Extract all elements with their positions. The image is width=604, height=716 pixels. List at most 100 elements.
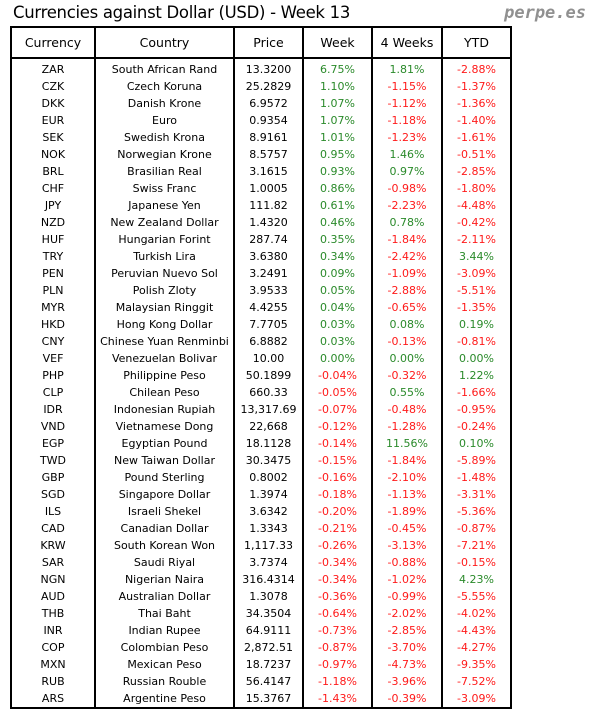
price: 18.1128 (233, 435, 304, 452)
four-week-change: -2.02% (371, 605, 443, 622)
table-row: SAR Saudi Riyal 3.7374 -0.34% -0.88% -0.15% (10, 554, 512, 571)
table-row: THB Thai Baht 34.3504 -0.64% -2.02% -4.02% (10, 605, 512, 622)
price: 22,668 (233, 418, 304, 435)
country-name: Polish Zloty (94, 282, 235, 299)
four-week-change: -3.13% (371, 537, 443, 554)
country-name: Japanese Yen (94, 197, 235, 214)
price: 6.9572 (233, 95, 304, 112)
price: 8.5757 (233, 146, 304, 163)
four-week-change: -0.13% (371, 333, 443, 350)
week-change: -0.34% (302, 571, 373, 588)
four-week-change: -1.89% (371, 503, 443, 520)
table-row: BRL Brasilian Real 3.1615 0.93% 0.97% -2.85% (10, 163, 512, 180)
price: 1.3343 (233, 520, 304, 537)
table-row: KRW South Korean Won 1,117.33 -0.26% -3.13% -… (10, 537, 512, 554)
ytd-change: -1.37% (441, 78, 512, 95)
week-change: 0.03% (302, 333, 373, 350)
currency-code: ZAR (10, 58, 96, 78)
four-week-change: -2.23% (371, 197, 443, 214)
country-name: Philippine Peso (94, 367, 235, 384)
currency-code: DKK (10, 95, 96, 112)
price: 3.6380 (233, 248, 304, 265)
week-change: -0.12% (302, 418, 373, 435)
four-week-change: -2.42% (371, 248, 443, 265)
week-change: -0.05% (302, 384, 373, 401)
country-name: Mexican Peso (94, 656, 235, 673)
four-week-change: 11.56% (371, 435, 443, 452)
ytd-change: 4.23% (441, 571, 512, 588)
week-change: 0.03% (302, 316, 373, 333)
four-week-change: -1.18% (371, 112, 443, 129)
week-change: -0.20% (302, 503, 373, 520)
currency-code: SAR (10, 554, 96, 571)
ytd-change: -4.02% (441, 605, 512, 622)
table-row: INR Indian Rupee 64.9111 -0.73% -2.85% -4.43% (10, 622, 512, 639)
ytd-change: -0.24% (441, 418, 512, 435)
header-row: Currency Country Price Week 4 Weeks YTD (10, 26, 512, 59)
currency-code: PHP (10, 367, 96, 384)
country-name: Chilean Peso (94, 384, 235, 401)
price: 10.00 (233, 350, 304, 367)
ytd-change: -7.52% (441, 673, 512, 690)
country-name: Swiss Franc (94, 180, 235, 197)
table-row: CAD Canadian Dollar 1.3343 -0.21% -0.45% -0.8… (10, 520, 512, 537)
currency-code: COP (10, 639, 96, 656)
week-change: -1.18% (302, 673, 373, 690)
currency-code: PEN (10, 265, 96, 282)
table-row: CLP Chilean Peso 660.33 -0.05% 0.55% -1.66% (10, 384, 512, 401)
country-name: Turkish Lira (94, 248, 235, 265)
table-row: GBP Pound Sterling 0.8002 -0.16% -2.10% -1.48… (10, 469, 512, 486)
week-change: 0.34% (302, 248, 373, 265)
week-change: -1.43% (302, 690, 373, 708)
country-name: Saudi Riyal (94, 554, 235, 571)
price: 34.3504 (233, 605, 304, 622)
table-row: RUB Russian Rouble 56.4147 -1.18% -3.96% -7.5… (10, 673, 512, 690)
price: 1.0005 (233, 180, 304, 197)
four-week-change: 0.00% (371, 350, 443, 367)
ytd-change: -1.35% (441, 299, 512, 316)
table-row: VEF Venezuelan Bolivar 10.00 0.00% 0.00% 0.00… (10, 350, 512, 367)
week-change: 0.00% (302, 350, 373, 367)
four-week-change: -3.70% (371, 639, 443, 656)
table-row: COP Colombian Peso 2,872.51 -0.87% -3.70% -4.… (10, 639, 512, 656)
four-week-change: -0.65% (371, 299, 443, 316)
week-change: -0.64% (302, 605, 373, 622)
header-ytd: YTD (441, 26, 512, 59)
table-row: PHP Philippine Peso 50.1899 -0.04% -0.32% 1.2… (10, 367, 512, 384)
week-change: -0.04% (302, 367, 373, 384)
four-week-change: -1.12% (371, 95, 443, 112)
country-name: Indonesian Rupiah (94, 401, 235, 418)
week-change: 0.46% (302, 214, 373, 231)
country-name: Colombian Peso (94, 639, 235, 656)
country-name: Russian Rouble (94, 673, 235, 690)
table-row: NGN Nigerian Naira 316.4314 -0.34% -1.02% 4.2… (10, 571, 512, 588)
country-name: Egyptian Pound (94, 435, 235, 452)
four-week-change: -0.32% (371, 367, 443, 384)
country-name: Malaysian Ringgit (94, 299, 235, 316)
week-change: 0.09% (302, 265, 373, 282)
week-change: 6.75% (302, 58, 373, 78)
currency-code: CNY (10, 333, 96, 350)
currency-code: TWD (10, 452, 96, 469)
currency-code: RUB (10, 673, 96, 690)
ytd-change: -5.51% (441, 282, 512, 299)
currency-code: EGP (10, 435, 96, 452)
ytd-change: -2.11% (441, 231, 512, 248)
currency-code: INR (10, 622, 96, 639)
four-week-change: -1.84% (371, 452, 443, 469)
four-week-change: -1.28% (371, 418, 443, 435)
table-row: PLN Polish Zloty 3.9533 0.05% -2.88% -5.51% (10, 282, 512, 299)
four-week-change: -1.13% (371, 486, 443, 503)
currency-code: VEF (10, 350, 96, 367)
week-change: 1.07% (302, 112, 373, 129)
currency-code: MXN (10, 656, 96, 673)
four-week-change: 0.78% (371, 214, 443, 231)
table-row: ILS Israeli Shekel 3.6342 -0.20% -1.89% -5.36… (10, 503, 512, 520)
table-row: JPY Japanese Yen 111.82 0.61% -2.23% -4.48% (10, 197, 512, 214)
currency-code: TRY (10, 248, 96, 265)
country-name: South Korean Won (94, 537, 235, 554)
table-row: IDR Indonesian Rupiah 13,317.69 -0.07% -0.48… (10, 401, 512, 418)
price: 660.33 (233, 384, 304, 401)
week-change: -0.21% (302, 520, 373, 537)
currency-code: ILS (10, 503, 96, 520)
